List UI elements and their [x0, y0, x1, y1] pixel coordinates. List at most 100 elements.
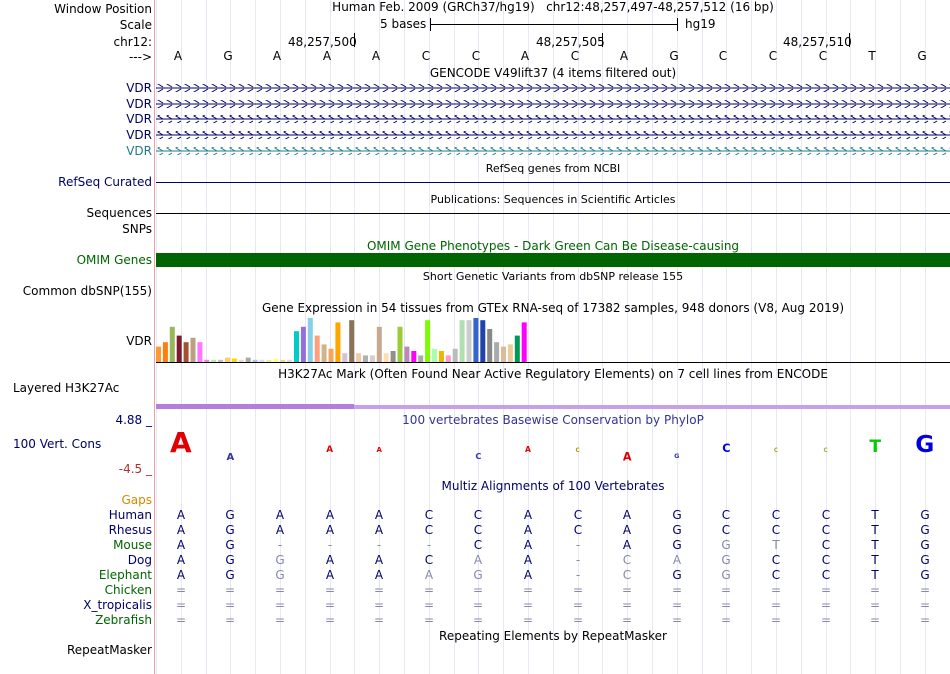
gtex-tissue-bar[interactable] — [211, 359, 217, 362]
gtex-bar-chart[interactable] — [156, 315, 950, 363]
snps-label[interactable]: SNPs — [122, 222, 152, 236]
gtex-tissue-bar[interactable] — [252, 359, 258, 362]
gtex-tissue-bar[interactable] — [487, 329, 493, 362]
species-label[interactable]: Elephant — [98, 568, 152, 582]
gtex-tissue-bar[interactable] — [383, 353, 389, 362]
gtex-tissue-bar[interactable] — [342, 353, 348, 362]
gtex-tissue-bar[interactable] — [501, 346, 506, 362]
gtex-tissue-bar[interactable] — [321, 344, 327, 362]
assembly-title: Human Feb. 2009 (GRCh37/hg19) chr12:48,2… — [332, 0, 774, 14]
alignment-base: = — [324, 613, 336, 627]
gtex-tissue-bar[interactable] — [507, 344, 513, 362]
alignment-base: C — [721, 508, 731, 522]
gtex-tissue-bar[interactable] — [335, 322, 341, 362]
sequences-track-line[interactable] — [156, 213, 950, 214]
gtex-tissue-bar[interactable] — [473, 318, 479, 362]
gtex-tissue-bar[interactable] — [238, 359, 244, 362]
gtex-tissue-bar[interactable] — [369, 355, 375, 362]
species-label[interactable]: Rhesus — [108, 523, 152, 537]
dbsnp-label[interactable]: Common dbSNP(155) — [22, 284, 152, 298]
gtex-tissue-bar[interactable] — [176, 335, 182, 362]
gtex-tissue-bar[interactable] — [328, 348, 334, 362]
gtex-tissue-bar[interactable] — [521, 322, 527, 362]
gtex-tissue-bar[interactable] — [397, 326, 403, 362]
phylop-base-letter: A — [227, 452, 235, 463]
gtex-tissue-bar[interactable] — [376, 326, 382, 362]
gtex-tissue-bar[interactable] — [514, 335, 520, 362]
gtex-tissue-bar[interactable] — [231, 358, 237, 362]
gtex-tissue-bar[interactable] — [225, 357, 230, 362]
gencode-item-label[interactable]: VDR — [126, 128, 152, 142]
transcript-line[interactable] — [156, 115, 950, 123]
alignment-base: = — [820, 613, 832, 627]
gtex-tissue-bar[interactable] — [480, 320, 486, 362]
gtex-tissue-bar[interactable] — [294, 331, 299, 362]
refseq-track-line[interactable] — [156, 182, 950, 183]
gtex-tissue-bar[interactable] — [204, 359, 210, 362]
species-label[interactable]: Mouse — [113, 538, 152, 552]
omim-label[interactable]: OMIM Genes — [76, 253, 152, 267]
gencode-transcripts[interactable] — [156, 80, 950, 160]
gtex-tissue-bar[interactable] — [300, 326, 306, 362]
gtex-tissue-bar[interactable] — [459, 320, 465, 362]
alignment-base: A — [374, 523, 384, 537]
transcript-line[interactable] — [156, 131, 950, 139]
gtex-tissue-bar[interactable] — [404, 346, 410, 362]
alignment-base: A — [176, 553, 186, 567]
gtex-tissue-bar[interactable] — [197, 342, 203, 362]
gencode-item-label[interactable]: VDR — [126, 144, 152, 158]
gtex-tissue-bar[interactable] — [466, 320, 472, 362]
gtex-tissue-bar[interactable] — [169, 326, 175, 362]
phylop-label[interactable]: 100 Vert. Cons — [13, 437, 102, 451]
transcript-line[interactable] — [156, 100, 950, 108]
gtex-tissue-bar[interactable] — [314, 335, 320, 362]
gtex-label[interactable]: VDR — [126, 334, 152, 348]
h3k27ac-signal-b[interactable] — [354, 405, 950, 409]
gtex-tissue-bar[interactable] — [266, 359, 272, 362]
gtex-tissue-bar[interactable] — [425, 320, 431, 362]
phylop-logo[interactable]: A AA ACA C A GC C C T G — [156, 428, 950, 468]
transcript-line[interactable] — [156, 84, 950, 92]
gencode-item-label[interactable]: VDR — [126, 81, 152, 95]
species-label[interactable]: Dog — [127, 553, 152, 567]
refseq-label[interactable]: RefSeq Curated — [58, 175, 152, 189]
gtex-tissue-bar[interactable] — [245, 357, 251, 362]
gtex-tissue-bar[interactable] — [287, 359, 293, 362]
gtex-tissue-bar[interactable] — [259, 359, 265, 362]
gtex-tissue-bar[interactable] — [494, 342, 500, 362]
base: C — [718, 49, 728, 63]
gtex-tissue-bar[interactable] — [183, 342, 189, 362]
gtex-tissue-bar[interactable] — [418, 355, 424, 362]
gtex-tissue-bar[interactable] — [273, 358, 279, 362]
gtex-tissue-bar[interactable] — [438, 351, 444, 362]
gtex-tissue-bar[interactable] — [190, 337, 196, 362]
species-label[interactable]: Zebrafish — [95, 613, 152, 627]
omim-gene-bar[interactable] — [156, 253, 950, 267]
gtex-tissue-bar[interactable] — [349, 320, 355, 362]
alignment-base: = — [919, 583, 931, 597]
gtex-tissue-bar[interactable] — [363, 355, 368, 362]
gtex-tissue-bar[interactable] — [218, 359, 224, 362]
transcript-line[interactable] — [156, 147, 950, 155]
gtex-tissue-bar[interactable] — [307, 318, 313, 362]
gtex-tissue-bar[interactable] — [452, 348, 458, 362]
alignment-base: T — [871, 553, 879, 567]
species-label[interactable]: Chicken — [104, 583, 152, 597]
phylop-min: -4.5 _ — [118, 462, 152, 476]
h3k27ac-signal-a[interactable] — [156, 404, 354, 409]
gencode-item-label[interactable]: VDR — [126, 112, 152, 126]
gtex-tissue-bar[interactable] — [445, 355, 451, 362]
repeatmasker-label[interactable]: RepeatMasker — [66, 643, 152, 657]
gtex-tissue-bar[interactable] — [280, 359, 286, 362]
h3k27ac-label[interactable]: Layered H3K27Ac — [13, 381, 120, 395]
gtex-tissue-bar[interactable] — [390, 351, 396, 362]
gtex-tissue-bar[interactable] — [162, 342, 168, 362]
gtex-tissue-bar[interactable] — [432, 348, 437, 362]
gtex-tissue-bar[interactable] — [356, 353, 362, 362]
gtex-tissue-bar[interactable] — [411, 351, 417, 362]
gtex-tissue-bar[interactable] — [156, 346, 161, 362]
species-label[interactable]: Human — [108, 508, 152, 522]
sequences-label[interactable]: Sequences — [86, 206, 152, 220]
species-label[interactable]: X_tropicalis — [83, 598, 152, 612]
gencode-item-label[interactable]: VDR — [126, 97, 152, 111]
